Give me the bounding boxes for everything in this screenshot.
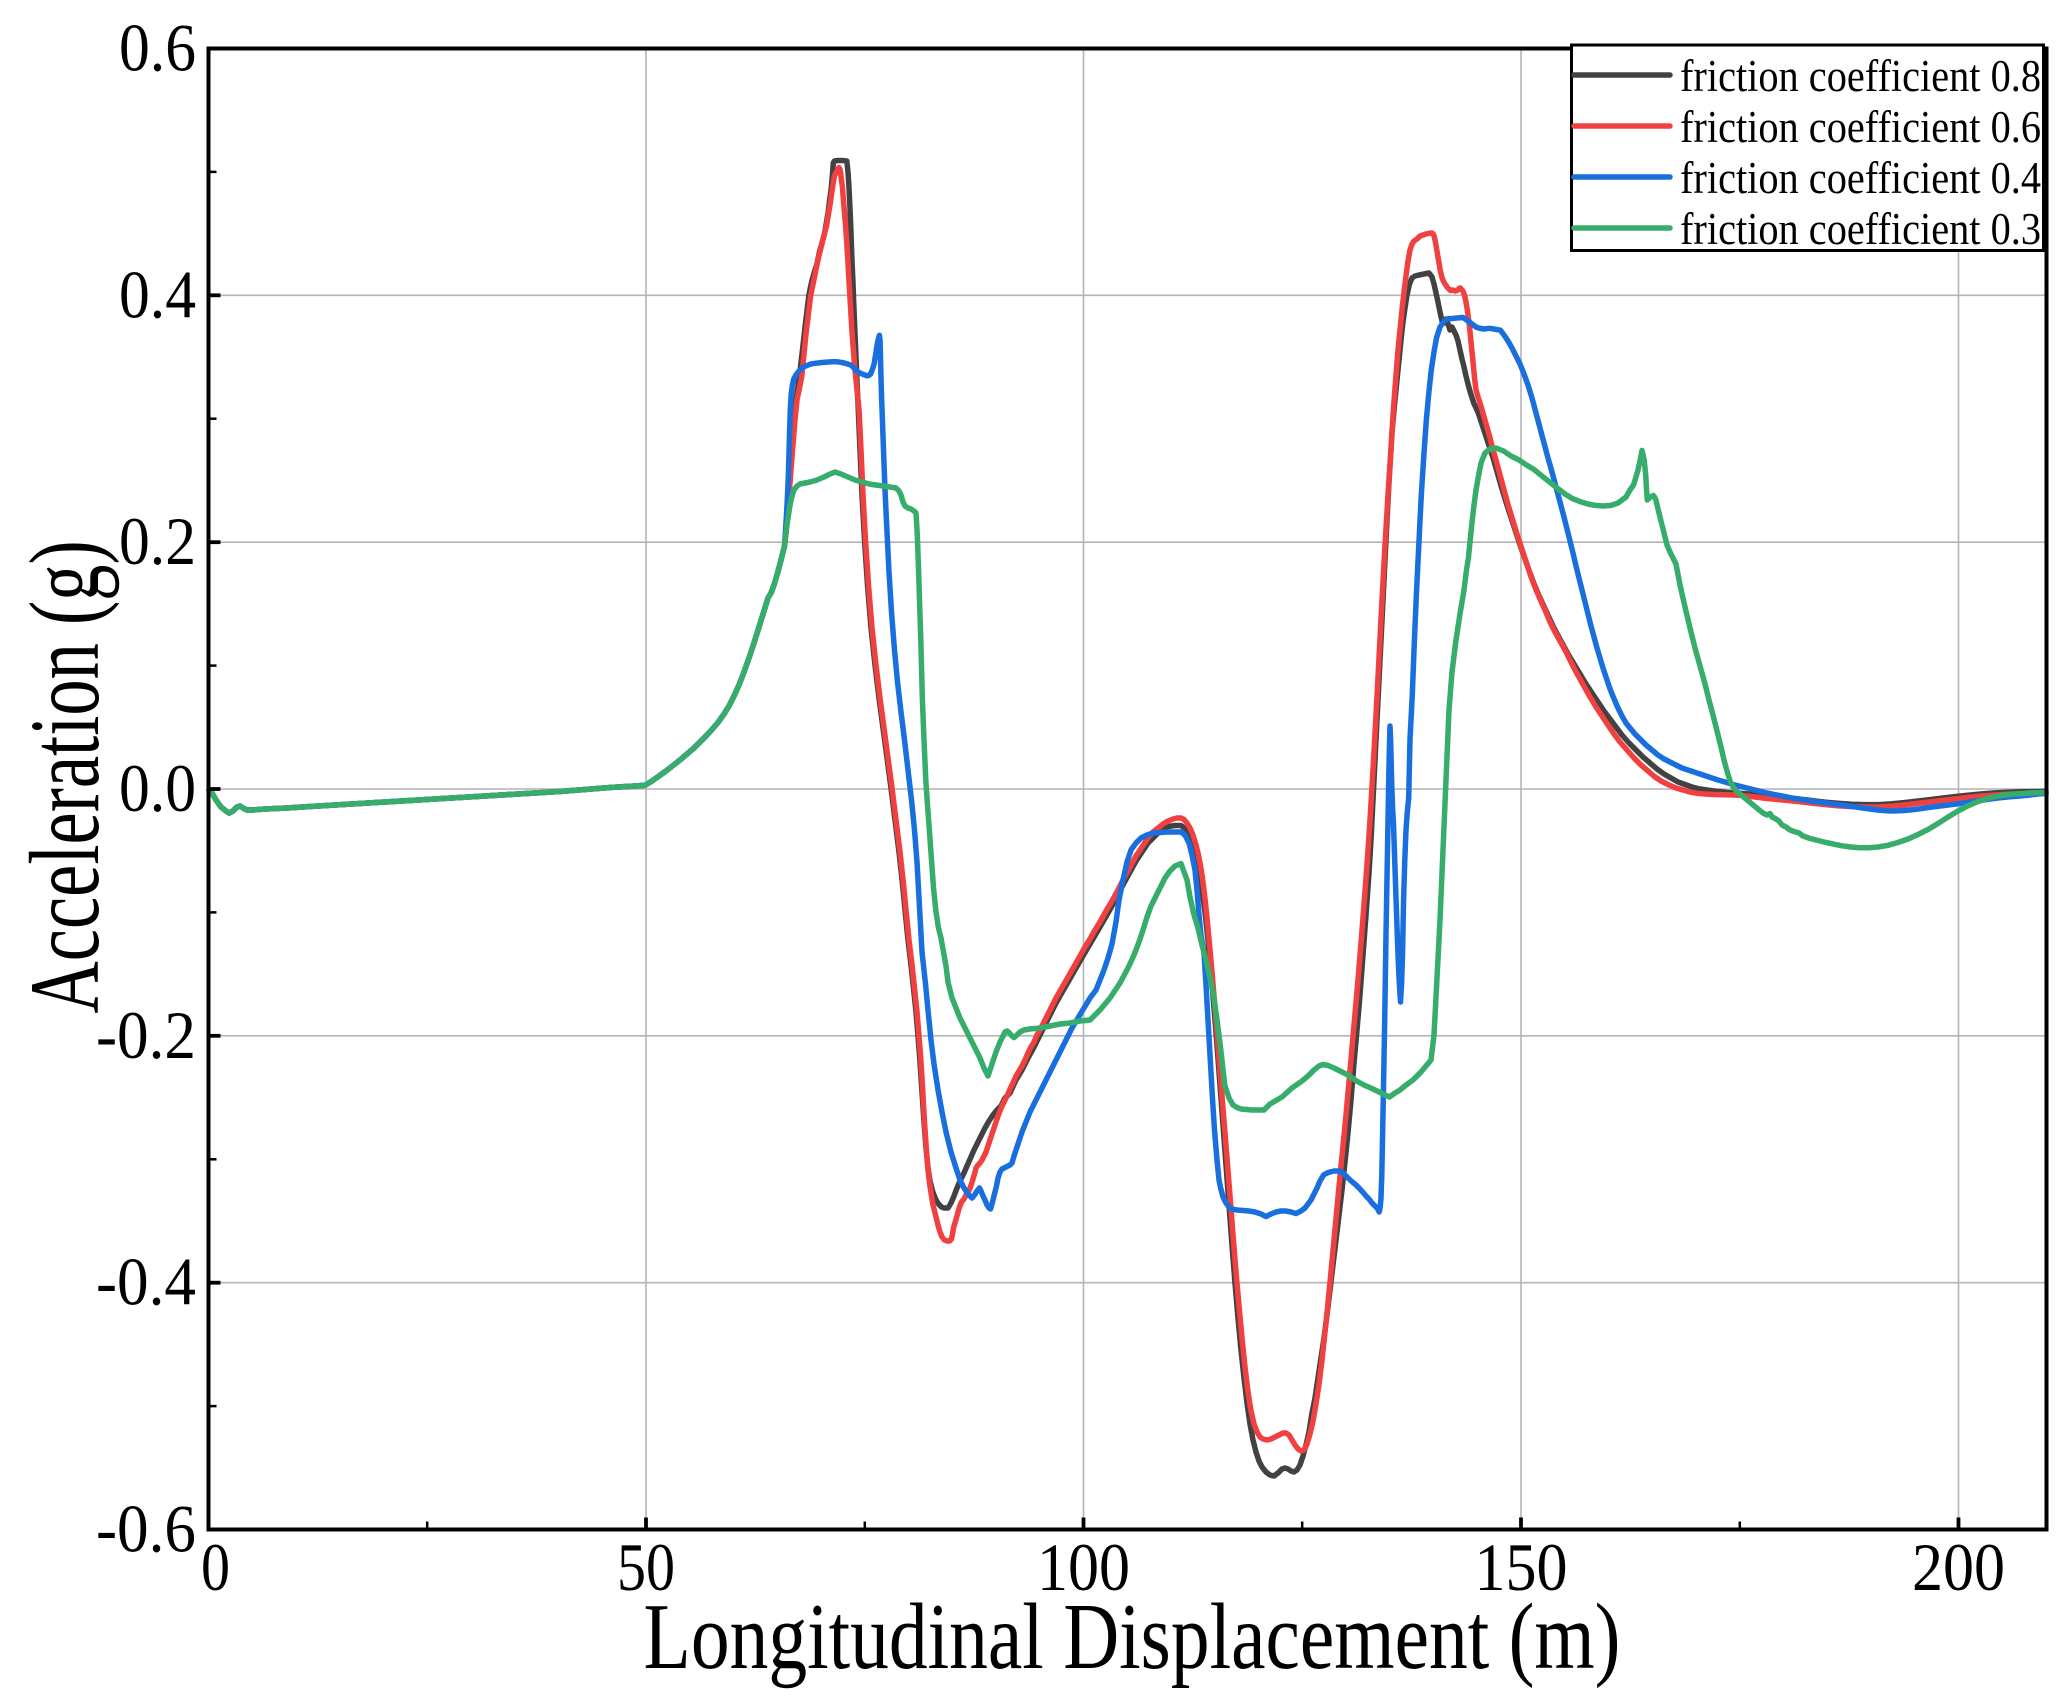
svg-text:100: 100 xyxy=(1037,1529,1130,1605)
svg-text:friction coefficient 0.6: friction coefficient 0.6 xyxy=(1680,102,2041,152)
svg-text:150: 150 xyxy=(1475,1529,1568,1605)
svg-text:0.0: 0.0 xyxy=(119,750,196,826)
svg-text:0: 0 xyxy=(201,1529,230,1605)
svg-text:friction coefficient 0.3: friction coefficient 0.3 xyxy=(1680,204,2041,254)
svg-text:200: 200 xyxy=(1912,1529,2005,1605)
svg-text:friction coefficient 0.4: friction coefficient 0.4 xyxy=(1680,153,2041,203)
svg-text:Acceleration (g): Acceleration (g) xyxy=(9,540,120,1013)
svg-text:-0.6: -0.6 xyxy=(96,1491,196,1567)
svg-text:0.6: 0.6 xyxy=(119,10,196,86)
svg-text:-0.2: -0.2 xyxy=(96,997,196,1073)
svg-text:friction coefficient 0.8: friction coefficient 0.8 xyxy=(1680,51,2041,101)
svg-text:Longitudinal Displacement (m): Longitudinal Displacement (m) xyxy=(644,1585,1621,1689)
svg-text:0.4: 0.4 xyxy=(119,256,196,332)
svg-text:-0.4: -0.4 xyxy=(96,1244,196,1320)
svg-text:0.2: 0.2 xyxy=(119,503,196,579)
svg-text:50: 50 xyxy=(617,1529,675,1605)
